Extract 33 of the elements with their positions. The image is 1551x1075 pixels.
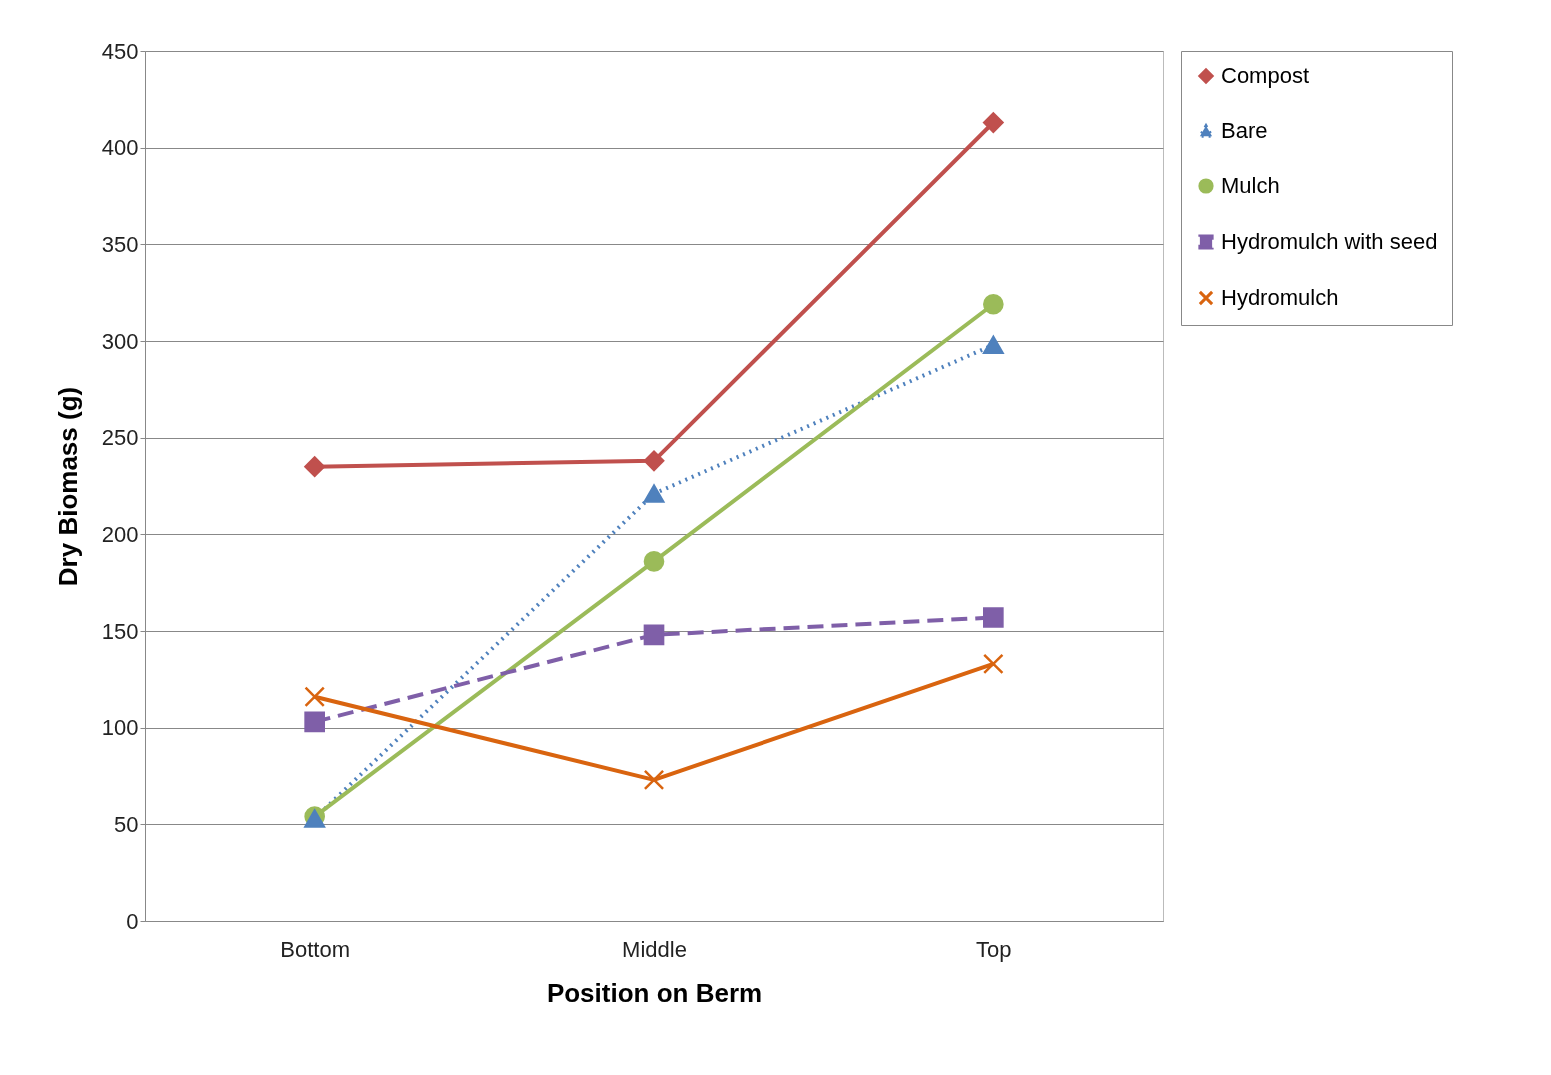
y-tick-label: 450 <box>101 38 139 64</box>
y-tick-label: 100 <box>101 715 139 741</box>
x-axis-title: Position on Berm <box>546 977 763 1008</box>
y-tick-label: 150 <box>101 618 139 644</box>
x-tick-label: Middle <box>622 936 687 962</box>
y-tick-label: 350 <box>101 231 139 257</box>
legend-label: Bare <box>1221 118 1268 143</box>
point <box>643 769 665 791</box>
y-tick-label: 0 <box>126 908 139 934</box>
point <box>643 551 665 572</box>
point <box>983 112 1004 133</box>
legend-label: Compost <box>1221 63 1310 88</box>
y-axis-title: Dry Biomass (g) <box>52 386 83 587</box>
point <box>304 456 325 477</box>
point <box>643 624 665 646</box>
y-tick-label: 400 <box>101 135 139 161</box>
point <box>983 335 1004 354</box>
x-tick-label: Top <box>976 936 1012 962</box>
point <box>983 293 1004 315</box>
y-tick-label: 200 <box>101 521 139 547</box>
legend-label: Hydromulch with seed <box>1221 229 1438 254</box>
y-tick-label: 300 <box>101 328 139 354</box>
point <box>304 711 325 733</box>
y-tick-label: 250 <box>101 425 139 451</box>
point <box>983 607 1004 628</box>
point <box>304 686 325 708</box>
y-tick-label: 50 <box>114 811 139 837</box>
point <box>643 484 665 503</box>
legend-label: Mulch <box>1221 173 1280 198</box>
legend-label: Hydromulch <box>1221 285 1339 310</box>
point <box>643 450 665 472</box>
point <box>983 653 1004 675</box>
x-tick-label: Bottom <box>280 936 351 962</box>
